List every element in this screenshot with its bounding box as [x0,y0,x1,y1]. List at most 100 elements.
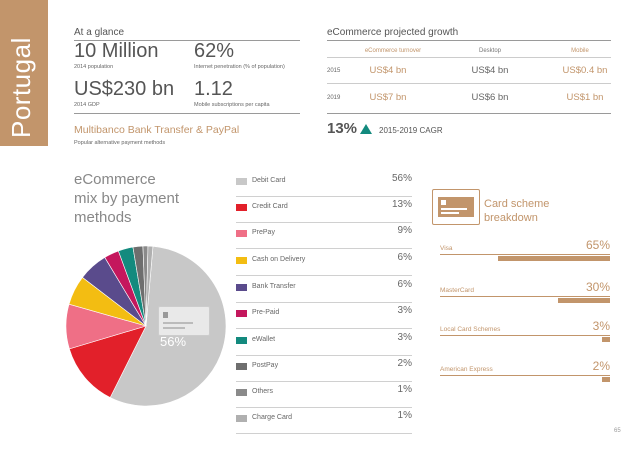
growth-row-year: 2019 [327,95,341,101]
card-scheme-share: 30% [585,280,610,294]
country-title: Portugal [6,37,36,138]
payment-method-row: Credit Card 13% [236,199,412,223]
country-sidebar: Portugal [0,0,48,146]
payment-method-label: Cash on Delivery [252,256,306,263]
payment-method-share: 1% [397,384,412,395]
alt-payment-label: Popular alternative payment methods [74,140,166,146]
card-scheme-rule [440,296,610,297]
payment-method-share: 6% [397,279,412,290]
pie-slice [145,245,154,327]
growth-row-rule [327,83,611,84]
legend-swatch [236,310,247,317]
glance-divider [74,40,300,41]
growth-row-desktop: US$6 bn [471,92,509,103]
payment-method-share: 3% [397,332,412,343]
growth-header-desktop: Desktop [478,48,501,54]
internet-penetration-label: Internet penetration (% of population) [194,64,285,70]
card-scheme-share: 65% [585,238,610,252]
payment-method-share: 6% [397,252,412,263]
growth-header-rule [327,57,611,58]
card-scheme-share: 3% [592,319,610,333]
population-value: 10 Million [74,40,159,62]
payment-method-share: 13% [391,199,412,210]
legend-swatch [236,363,247,370]
payment-method-label: Others [252,388,274,395]
population-label: 2014 population [74,64,114,70]
card-scheme-label: MasterCard [440,287,474,294]
card-scheme-rule [440,335,610,336]
card-scheme-bar [498,256,610,261]
payment-method-share: 2% [397,358,412,369]
payment-method-row: eWallet 3% [236,332,412,356]
payment-method-row: Charge Card 1% [236,410,412,434]
legend-swatch [236,389,247,396]
card-scheme-bar [558,298,610,303]
payment-method-share: 56% [391,173,412,184]
growth-row-mobile: US$1 bn [566,92,604,103]
credit-card-icon [158,306,210,336]
payment-method-row: Bank Transfer 6% [236,279,412,303]
growth-divider [327,40,611,41]
mobile-subscriptions-label: Mobile subscriptions per capita [194,102,270,108]
glance-title: At a glance [74,27,125,38]
payment-method-label: Bank Transfer [252,283,296,290]
growth-row-year: 2015 [327,68,341,74]
payment-method-label: Pre-Paid [252,309,280,316]
payment-method-row: Debit Card 56% [236,173,412,197]
alt-payment-value: Multibanco Bank Transfer & PayPal [74,124,240,136]
card-scheme-share: 2% [592,359,610,373]
payment-method-share: 3% [397,305,412,316]
card-scheme-icon [432,189,480,225]
payment-method-row: PrePay 9% [236,225,412,249]
legend-swatch [236,204,247,211]
payment-method-row: PostPay 2% [236,358,412,382]
card-scheme-rule [440,254,610,255]
card-scheme-label: Visa [440,245,453,252]
mix-title-line: eCommerce [74,171,156,188]
card-scheme-title-line: breakdown [484,212,538,224]
growth-title: eCommerce projected growth [327,27,459,38]
legend-swatch [236,337,247,344]
mix-title-line: methods [74,209,132,226]
pie-slice [68,325,147,398]
mobile-subscriptions-value: 1.12 [194,78,233,100]
debit-card-share: 56% [160,334,187,349]
gdp-value: US$230 bn [74,78,175,100]
card-scheme-label: Local Card Schemes [440,326,501,333]
growth-row-mobile: US$0.4 bn [562,65,608,76]
card-scheme-label: American Express [440,366,493,373]
legend-swatch [236,415,247,422]
mix-title-line: mix by payment [74,190,180,207]
legend-swatch [236,178,247,185]
payment-method-label: eWallet [252,336,276,343]
mix-title: eCommerce mix by payment methods [74,170,179,227]
payment-method-share: 9% [397,225,412,236]
card-scheme-title-line: Card scheme [484,198,550,210]
growth-header-turnover: eCommerce turnover [364,48,422,54]
payment-method-label: Debit Card [252,177,286,184]
legend-swatch [236,230,247,237]
payment-method-label: Charge Card [252,414,293,421]
payment-method-row: Cash on Delivery 6% [236,252,412,276]
glance-divider-2 [74,113,300,114]
legend-swatch [236,284,247,291]
card-scheme-bar [602,337,610,342]
payment-method-row: Others 1% [236,384,412,408]
growth-header-mobile: Mobile [571,48,589,54]
growth-row-turnover: US$4 bn [369,65,407,76]
card-scheme-rule [440,375,610,376]
page-number: 65 [614,428,621,434]
legend-swatch [236,257,247,264]
cagr-value: 13% [327,120,358,137]
cagr-label: 2015-2019 CAGR [379,126,443,135]
up-arrow-icon [360,124,372,134]
payment-method-label: PrePay [252,229,275,236]
payment-method-label: PostPay [252,362,279,369]
payment-method-share: 1% [397,410,412,421]
internet-penetration-value: 62% [194,40,235,62]
card-scheme-title: Card scheme breakdown [484,197,549,225]
growth-row-desktop: US$4 bn [471,65,509,76]
payment-method-label: Credit Card [252,203,288,210]
payment-method-row: Pre-Paid 3% [236,305,412,329]
growth-row-turnover: US$7 bn [369,92,407,103]
